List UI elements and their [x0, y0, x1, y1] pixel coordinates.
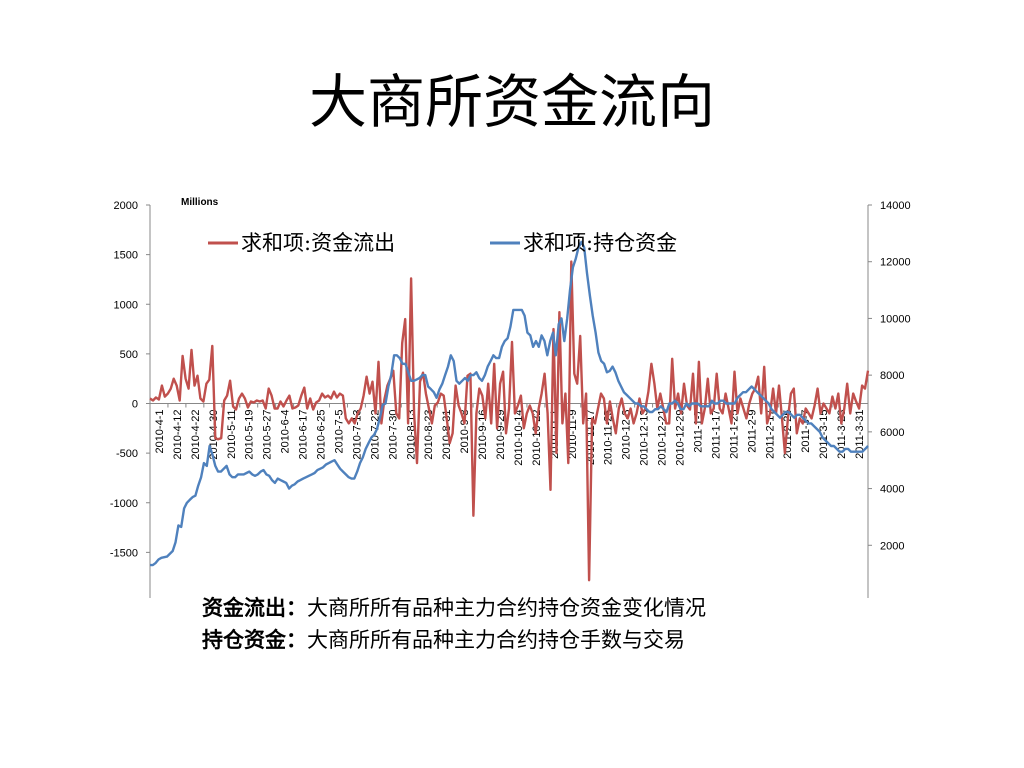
- x-tick-label: 2010-6-17: [298, 410, 310, 460]
- x-tick-label: 2010-8-31: [441, 410, 453, 460]
- x-tick-label: 2010-6-25: [316, 410, 328, 460]
- right-tick-label: 4000: [880, 484, 904, 496]
- definition-notes: 资金流出：大商所所有品种主力合约持仓资金变化情况 持仓资金：大商所所有品种主力合…: [202, 593, 802, 685]
- right-tick-label: 2000: [880, 540, 904, 552]
- note-outflow-text: 大商所所有品种主力合约持仓资金变化情况: [307, 596, 706, 620]
- left-tick-label: -1000: [110, 498, 138, 510]
- left-tick-label: 0: [132, 399, 138, 411]
- x-tick-label: 2011-2-9: [746, 410, 758, 453]
- x-tick-label: 2010-5-11: [226, 410, 238, 459]
- legend-label-position: 求和项:持仓资金: [523, 231, 677, 255]
- series-line-outflow: [149, 260, 870, 582]
- note-position-sep: ：: [286, 627, 307, 652]
- note-outflow: 资金流出：大商所所有品种主力合约持仓资金变化情况: [202, 593, 802, 623]
- note-outflow-term: 资金流出: [202, 595, 286, 620]
- dual-axis-line-chart: -2000 -1500 -1000 -500 0 500 1000 1500 2000 0 200…: [110, 197, 911, 598]
- x-tick-label: 2010-6-4: [280, 410, 292, 454]
- note-position-term: 持仓资金: [202, 627, 286, 652]
- right-tick-label: 12000: [880, 257, 911, 269]
- units-label: Millions: [181, 197, 219, 208]
- left-tick-label: 1500: [114, 250, 138, 262]
- series-lines: [149, 240, 870, 582]
- x-tick-label: 2011-3-23: [836, 410, 848, 459]
- x-tick-label: 2010-9-8: [459, 410, 471, 454]
- x-tick-label: 2010-7-30: [387, 410, 399, 460]
- slide-title: 大商所资金流向: [308, 68, 715, 136]
- right-tick-label: 10000: [880, 313, 911, 325]
- left-tick-label: -1500: [110, 547, 138, 559]
- left-axis-ticks: -2000 -1500 -1000 -500 0 500 1000 1500 2000: [110, 200, 150, 598]
- x-tick-label: 2011-3-31: [854, 410, 866, 459]
- x-tick-label: 2010-5-27: [262, 410, 274, 460]
- left-tick-label: -2000: [110, 597, 138, 598]
- x-tick-label: 2010-12-13: [639, 410, 651, 466]
- x-tick-label: 2011-1-17: [710, 410, 722, 459]
- right-tick-label: 6000: [880, 427, 904, 439]
- legend: 求和项:资金流出 求和项:持仓资金: [208, 231, 677, 255]
- x-tick-label: 2010-5-19: [244, 410, 256, 460]
- left-tick-label: -500: [116, 448, 138, 460]
- left-tick-label: 1000: [114, 299, 138, 311]
- x-tick-label: 2010-7-5: [333, 410, 345, 454]
- x-tick-label: 2010-4-1: [154, 410, 166, 454]
- x-tick-label: 2010-9-16: [477, 410, 489, 460]
- left-tick-label: 2000: [114, 200, 138, 212]
- x-tick-label: 2010-4-12: [172, 410, 184, 460]
- right-tick-label: 8000: [880, 370, 904, 382]
- right-tick-label: 0: [880, 597, 886, 598]
- note-position: 持仓资金：大商所所有品种主力合约持仓手数与交易: [202, 625, 802, 655]
- left-tick-label: 500: [120, 349, 138, 361]
- legend-label-outflow: 求和项:资金流出: [241, 231, 395, 255]
- x-tick-label: 2010-12-21: [657, 410, 669, 466]
- x-tick-label: 2010-12-29: [675, 410, 687, 466]
- x-tick-label: 2010-12-3: [621, 410, 633, 460]
- note-position-text: 大商所所有品种主力合约持仓手数与交易: [307, 628, 685, 652]
- x-tick-label: 2011-3-15: [818, 410, 830, 459]
- x-tick-label: 2010-4-22: [190, 410, 202, 460]
- x-tick-label: 2010-10-14: [513, 410, 525, 466]
- right-tick-label: 14000: [880, 200, 911, 212]
- note-outflow-sep: ：: [286, 595, 307, 620]
- series-line-position: [150, 240, 869, 567]
- right-axis-ticks: 0 2000 4000 6000 8000 10000 12000 14000: [868, 200, 911, 598]
